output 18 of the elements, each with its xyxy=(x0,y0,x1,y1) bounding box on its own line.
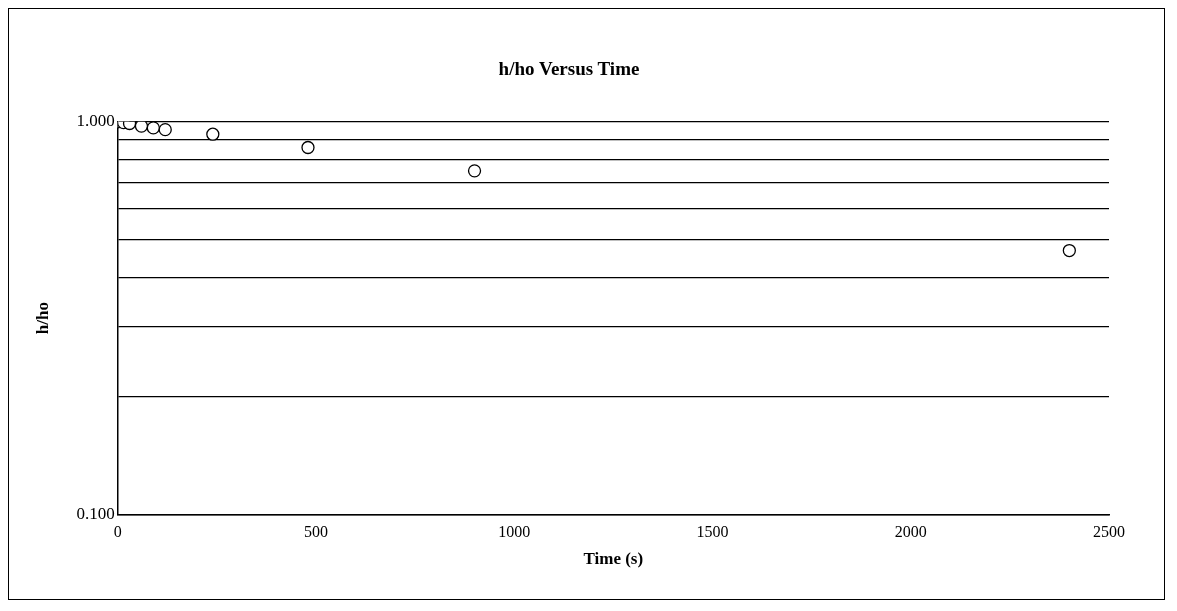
x-axis-title: Time (s) xyxy=(583,549,644,569)
chart-title: h/ho Versus Time xyxy=(498,58,640,80)
x-tick-label: 0 xyxy=(113,523,122,541)
point xyxy=(206,127,220,141)
point xyxy=(158,123,172,137)
y-axis-title: h/ho xyxy=(32,302,52,335)
x-tick-label: 500 xyxy=(303,523,328,541)
x-tick-label: 2500 xyxy=(1093,523,1125,541)
point xyxy=(134,121,149,133)
point xyxy=(467,164,482,178)
x-tick-label: 1000 xyxy=(498,523,531,541)
y-tick-label: 0.100 xyxy=(76,503,115,523)
point xyxy=(146,121,160,135)
point xyxy=(1062,243,1076,258)
x-tick-label: 1500 xyxy=(696,523,729,541)
point xyxy=(301,140,315,155)
x-tick-label: 2000 xyxy=(894,523,927,541)
y-tick-label: 1.000 xyxy=(76,111,115,131)
